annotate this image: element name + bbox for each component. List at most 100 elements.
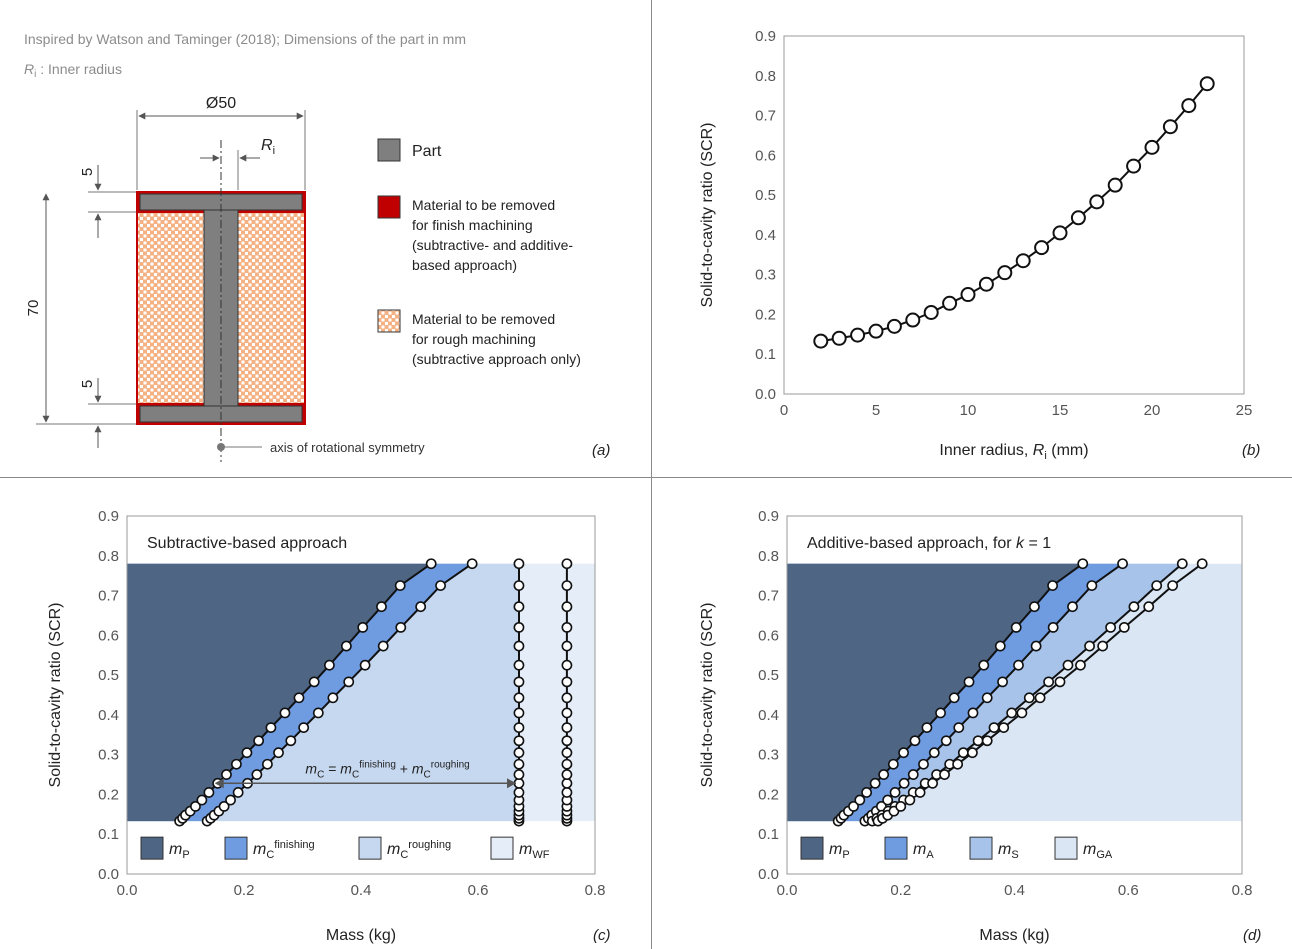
y-tick-label: 0.0 [98,866,119,883]
series-3-point [513,747,525,759]
series-1-point [948,692,960,704]
scr-data-point [1034,240,1050,256]
series-1-point [196,794,208,806]
scr-data-point [1015,253,1031,269]
series-1-point [241,747,253,759]
legend-label-rough-1: Material to be removed [412,311,555,327]
series-1-point [978,659,990,671]
y-tick-label: 0.9 [755,28,776,45]
series-4-point [998,722,1010,734]
y-tick-label: 0.2 [755,306,776,323]
series-4-point [561,621,573,633]
legend-swatch [490,836,514,860]
panel-label: (d) [1243,927,1261,944]
series-4-point [1075,659,1086,671]
panel-label-a: (a) [592,442,610,459]
series-2-point [953,722,965,734]
series-3-point [1023,692,1035,704]
series-2-point [1030,640,1042,652]
scr-data-point [997,265,1013,281]
series-4-point [895,800,907,812]
series-3-point [957,747,969,759]
scr-data-point [1181,98,1197,114]
series-2-point [1117,558,1128,570]
height-label: 70 [25,300,42,317]
y-tick-label: 0.1 [755,346,776,363]
series-3-point [513,601,525,613]
bottom-flange-thickness-label: 5 [79,380,96,388]
y-tick-label: 0.9 [758,508,779,525]
legend-swatch [800,836,824,860]
legend-label: mP [829,841,850,861]
series-1-point [203,787,215,798]
scr-data-point [850,327,866,343]
series-4-point [1196,558,1208,570]
diameter-label: Ø50 [206,95,236,112]
series-3-point [513,787,525,798]
series-2-point [377,640,389,652]
y-tick-label: 0.5 [758,667,779,684]
series-1-point [848,800,859,812]
series-2-point [312,707,324,719]
x-tick-label: 20 [1144,402,1161,419]
series-2-point [918,758,929,770]
series-1-point [221,769,232,780]
scr-data-point [1107,177,1123,193]
series-1-point [1047,580,1059,592]
y-tick-label: 0.5 [98,667,119,684]
series-2-point [928,747,940,759]
series-4-point [561,707,573,719]
scr-data-point [831,330,847,346]
series-4-point [967,747,978,759]
series-3-point [513,621,525,633]
legend-label: mCfinishing [253,839,315,861]
x-tick-label: 0.8 [1232,882,1253,899]
series-2-point [940,735,952,747]
series-2-point [218,800,230,812]
series-3-point [988,722,1000,734]
series-4-point [904,794,916,806]
legend-label-finish-1: Material to be removed [412,197,555,213]
x-tick-label: 25 [1236,402,1253,419]
x-axis-label: Inner radius, Ri (mm) [939,442,1088,462]
series-1-point [878,769,890,780]
series-1-point [394,580,406,592]
series-4-point [561,735,573,747]
series-4-point [561,787,573,798]
legend-swatch [224,836,248,860]
series-3-point [1105,621,1117,633]
scr-series-line [820,83,1208,343]
legend-label: mS [998,841,1019,861]
series-2-point [1047,621,1059,633]
series-1-point [909,735,921,747]
series-2-point [298,722,310,734]
legend-swatch [969,836,993,860]
scr-data-point [1162,119,1178,135]
series-4-point [561,758,573,770]
y-tick-label: 0.0 [758,866,779,883]
scr-data-point [1144,139,1160,155]
series-4-point [561,558,573,570]
legend-swatch-part [377,138,401,162]
y-tick-label: 0.7 [758,588,779,605]
radius-label: Ri [261,137,275,157]
series-3-point [1006,707,1018,719]
series-2-point [466,558,478,570]
series-2-point [981,692,993,704]
scr-data-point [1052,225,1068,241]
series-3-point [1043,676,1055,688]
y-tick-label: 0.3 [758,747,779,764]
mass-annotation: mC = mCfinishing + mCroughing [305,759,469,780]
schematic-legend: Part Material to be removed for finish m… [377,138,581,367]
band-1 [787,563,1083,822]
series-3-point [513,735,525,747]
series-1-point [357,621,369,633]
series-2-point [285,735,297,747]
legend-label: mA [913,841,934,861]
scr-data-point [1070,210,1086,226]
series-4-point [1034,692,1046,704]
series-4-point [1118,621,1130,633]
x-axis-label: Mass (kg) [979,927,1049,944]
legend-label-rough-3: (subtractive approach only) [412,351,581,367]
series-1-point [1077,558,1089,570]
